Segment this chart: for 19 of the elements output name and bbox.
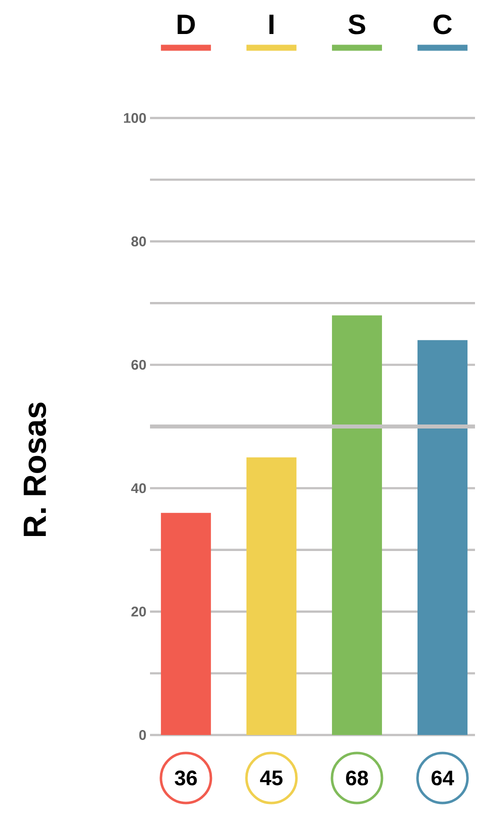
y-tick-label: 20	[131, 606, 146, 617]
y-tick-label: 60	[131, 360, 146, 370]
x-tick-label: C	[434, 14, 452, 34]
x-tick-label: S	[348, 14, 366, 34]
y-tick-label: 40	[131, 483, 146, 494]
bar	[246, 457, 296, 735]
bar	[418, 340, 468, 735]
data-label: 68	[346, 770, 368, 786]
data-label: 36	[174, 770, 197, 786]
y-axis-title: R. Rosas	[24, 402, 46, 536]
data-label: 64	[432, 770, 454, 786]
y-tick-label: 100	[124, 113, 146, 123]
y-tick-label: 0	[139, 730, 146, 740]
data-label: 45	[260, 770, 283, 786]
bar	[160, 512, 211, 735]
y-tick-label: 80	[131, 236, 146, 246]
x-tick-label: I	[269, 14, 274, 34]
bar	[332, 315, 382, 735]
x-tick-label: D	[178, 14, 195, 34]
